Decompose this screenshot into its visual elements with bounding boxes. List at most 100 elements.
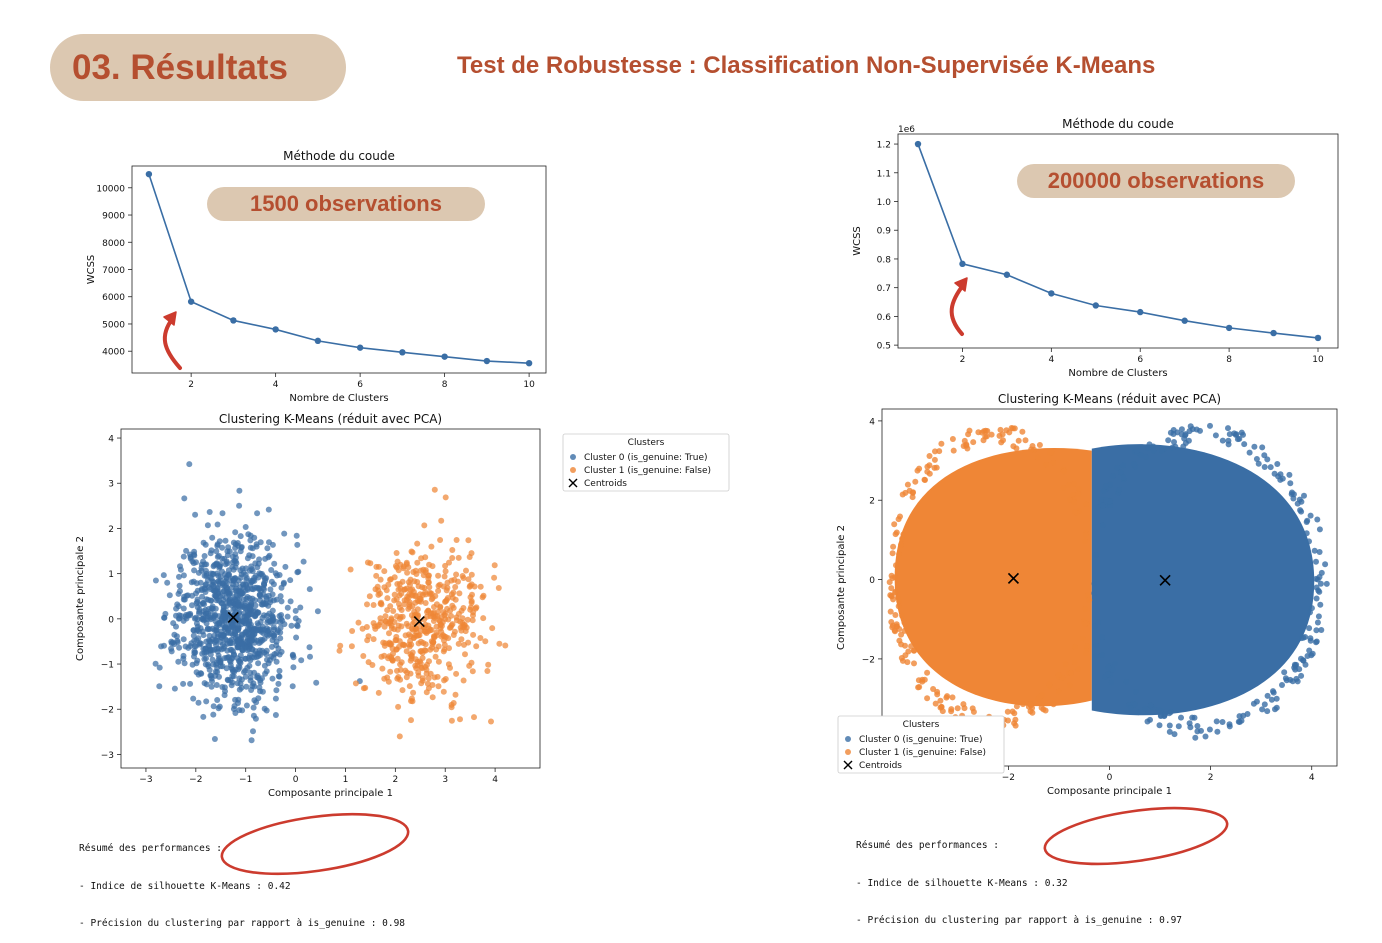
left-scatter-point [200, 539, 207, 546]
right-scatter-cluster0-point [1316, 526, 1323, 533]
left-scatter-point [446, 645, 452, 652]
left-scatter-point [365, 633, 372, 640]
left-scatter-point [435, 587, 442, 594]
right-scatter-cluster0-point [1130, 461, 1137, 468]
right-scatter-cluster0-point [1279, 682, 1285, 688]
right-scatter-cluster0-point [1253, 456, 1260, 462]
right-scatter-cluster1-point [892, 588, 899, 595]
left-scatter-point [438, 517, 445, 524]
left-scatter-point [193, 590, 199, 597]
right-scatter-cluster0-point [1314, 516, 1321, 523]
left-scatter-point [276, 667, 283, 674]
left-scatter-point [408, 698, 414, 704]
right-scatter-cluster0-point [1178, 426, 1185, 433]
left-scatter-point [293, 532, 300, 539]
left-scatter-ytick-label: 0 [108, 615, 114, 625]
left-scatter-point [180, 596, 187, 603]
left-scatter-point [237, 584, 244, 591]
right-scatter-cluster0-point [1313, 558, 1319, 565]
left-elbow-data-point [525, 359, 533, 367]
left-scatter-point [180, 680, 187, 687]
right-scatter-cluster1-point [902, 652, 909, 659]
left-scatter-point [216, 620, 223, 626]
right-scatter-legend-marker [845, 736, 851, 742]
left-scatter-point [349, 628, 356, 634]
right-elbow-xtick-label: 4 [1048, 355, 1054, 365]
left-scatter-point [222, 594, 229, 601]
left-scatter-point [435, 643, 442, 650]
right-scatter-cluster0-point [1313, 595, 1320, 602]
left-scatter-point [225, 629, 232, 636]
left-scatter-point [455, 640, 462, 647]
left-scatter-point [237, 533, 244, 540]
right-scatter-cluster1-point [888, 593, 895, 600]
left-scatter-point [220, 609, 226, 616]
left-scatter-point [202, 661, 209, 668]
left-scatter-point [251, 577, 258, 584]
left-scatter-xtick-label: 2 [392, 775, 398, 785]
left-scatter-point [250, 704, 257, 711]
right-summary-precision: - Précision du clustering par rapport à … [856, 915, 1183, 926]
left-scatter-point [336, 647, 343, 654]
right-scatter-cluster0-point [1117, 469, 1124, 476]
left-scatter-legend-box [562, 433, 730, 492]
left-scatter-point [228, 682, 235, 689]
left-scatter-point [220, 588, 227, 595]
right-scatter-title: Clustering K-Means (réduit avec PCA) [998, 392, 1221, 406]
right-scatter-cluster0-point [1098, 634, 1105, 640]
left-scatter-point [384, 607, 391, 614]
left-scatter-point [468, 659, 475, 666]
right-scatter-cluster0-point [1268, 696, 1275, 703]
left-scatter-point [215, 552, 222, 559]
right-scatter-cluster1-point [889, 550, 896, 557]
left-scatter-point [210, 661, 217, 668]
right-scatter-cluster1-point [896, 598, 903, 605]
left-scatter-point [276, 673, 283, 680]
left-scatter-point [403, 620, 410, 627]
right-scatter-cluster0-point [1290, 491, 1297, 498]
right-scatter-cluster1-point [938, 703, 945, 710]
right-scatter-cluster1-point [926, 462, 933, 469]
left-scatter-point [240, 618, 247, 625]
right-elbow-ytick-label: 0.8 [877, 255, 892, 265]
left-scatter-point [381, 568, 388, 575]
left-scatter-point [245, 655, 252, 661]
left-elbow-ytick-label: 6000 [102, 293, 125, 303]
right-scatter-cluster0-point [1286, 471, 1293, 478]
right-elbow-xtick-label: 8 [1226, 355, 1232, 365]
right-scatter-cluster0-point [1206, 726, 1213, 733]
left-elbow-ytick-label: 10000 [96, 184, 125, 194]
right-scatter-cluster0-point [1156, 722, 1163, 729]
left-scatter-point [406, 591, 413, 598]
left-scatter-point [220, 645, 227, 652]
left-scatter-legend-label: Centroids [584, 479, 627, 489]
right-scatter-cluster0-point [1225, 425, 1231, 432]
left-scatter-point [193, 669, 200, 676]
right-scatter-cluster1-point [887, 608, 894, 615]
left-scatter-point [306, 644, 313, 651]
right-scatter-cluster0-point [1105, 671, 1111, 678]
left-scatter-point [460, 677, 467, 684]
left-scatter-point [171, 631, 178, 638]
left-scatter-point [253, 541, 260, 548]
right-scatter-cluster0-point [1241, 441, 1248, 448]
right-scatter-cluster0-point [1098, 496, 1105, 503]
left-scatter-point [267, 586, 274, 593]
right-scatter-cluster1-point [997, 426, 1004, 433]
left-scatter-point [212, 561, 219, 568]
left-scatter-point [232, 551, 239, 557]
left-scatter-point [242, 524, 249, 530]
right-scatter-cluster1-point [900, 531, 907, 538]
left-scatter-point [393, 550, 400, 556]
right-scatter-cluster0-point [1246, 449, 1253, 456]
right-scatter-cluster1-point [888, 619, 895, 625]
left-scatter-point [176, 644, 183, 651]
left-scatter-point [410, 689, 417, 696]
left-scatter-point [359, 625, 366, 632]
left-scatter-point [428, 543, 435, 550]
left-scatter-xtick-label: 4 [492, 775, 498, 785]
left-scatter-point [407, 633, 414, 640]
left-scatter-point [180, 553, 187, 560]
right-scatter-cluster1-point [892, 612, 899, 618]
left-scatter-point [257, 688, 264, 695]
